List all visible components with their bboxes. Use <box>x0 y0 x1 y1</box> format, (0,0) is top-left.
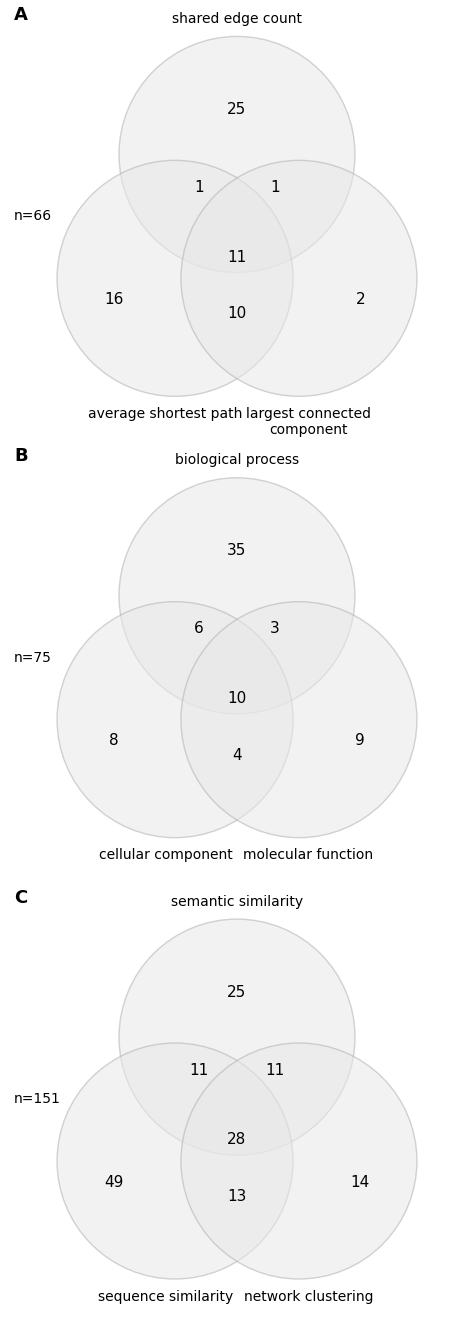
Ellipse shape <box>181 1043 417 1279</box>
Text: 10: 10 <box>228 691 246 706</box>
Text: sequence similarity: sequence similarity <box>98 1290 233 1304</box>
Text: 3: 3 <box>270 621 280 637</box>
Text: 35: 35 <box>228 543 246 559</box>
Text: C: C <box>14 888 27 907</box>
Ellipse shape <box>57 1043 293 1279</box>
Text: 9: 9 <box>356 733 365 748</box>
Text: 11: 11 <box>190 1063 209 1078</box>
Text: 25: 25 <box>228 102 246 117</box>
Text: semantic similarity: semantic similarity <box>171 895 303 908</box>
Ellipse shape <box>119 919 355 1155</box>
Text: 16: 16 <box>104 293 123 307</box>
Ellipse shape <box>119 478 355 714</box>
Text: 1: 1 <box>194 180 204 195</box>
Ellipse shape <box>119 37 355 273</box>
Text: cellular component: cellular component <box>99 849 232 862</box>
Text: 2: 2 <box>356 293 365 307</box>
Text: 10: 10 <box>228 306 246 322</box>
Text: 25: 25 <box>228 985 246 1000</box>
Text: shared edge count: shared edge count <box>172 12 302 26</box>
Text: network clustering: network clustering <box>244 1290 373 1304</box>
Text: n=75: n=75 <box>14 650 52 665</box>
Text: 4: 4 <box>232 748 242 763</box>
Text: 28: 28 <box>228 1132 246 1148</box>
Text: 1: 1 <box>270 180 280 195</box>
Text: 13: 13 <box>228 1189 246 1204</box>
Text: largest connected
component: largest connected component <box>246 406 371 437</box>
Text: molecular function: molecular function <box>243 849 374 862</box>
Ellipse shape <box>181 601 417 838</box>
Ellipse shape <box>181 160 417 396</box>
Text: 14: 14 <box>351 1174 370 1190</box>
Text: average shortest path: average shortest path <box>88 406 243 421</box>
Text: n=66: n=66 <box>14 209 52 224</box>
Text: A: A <box>14 7 28 24</box>
Text: n=151: n=151 <box>14 1092 61 1106</box>
Ellipse shape <box>57 160 293 396</box>
Text: 11: 11 <box>228 250 246 265</box>
Text: B: B <box>14 448 28 465</box>
Text: 11: 11 <box>265 1063 284 1078</box>
Ellipse shape <box>57 601 293 838</box>
Text: 6: 6 <box>194 621 204 637</box>
Text: biological process: biological process <box>175 453 299 467</box>
Text: 49: 49 <box>104 1174 123 1190</box>
Text: 8: 8 <box>109 733 118 748</box>
